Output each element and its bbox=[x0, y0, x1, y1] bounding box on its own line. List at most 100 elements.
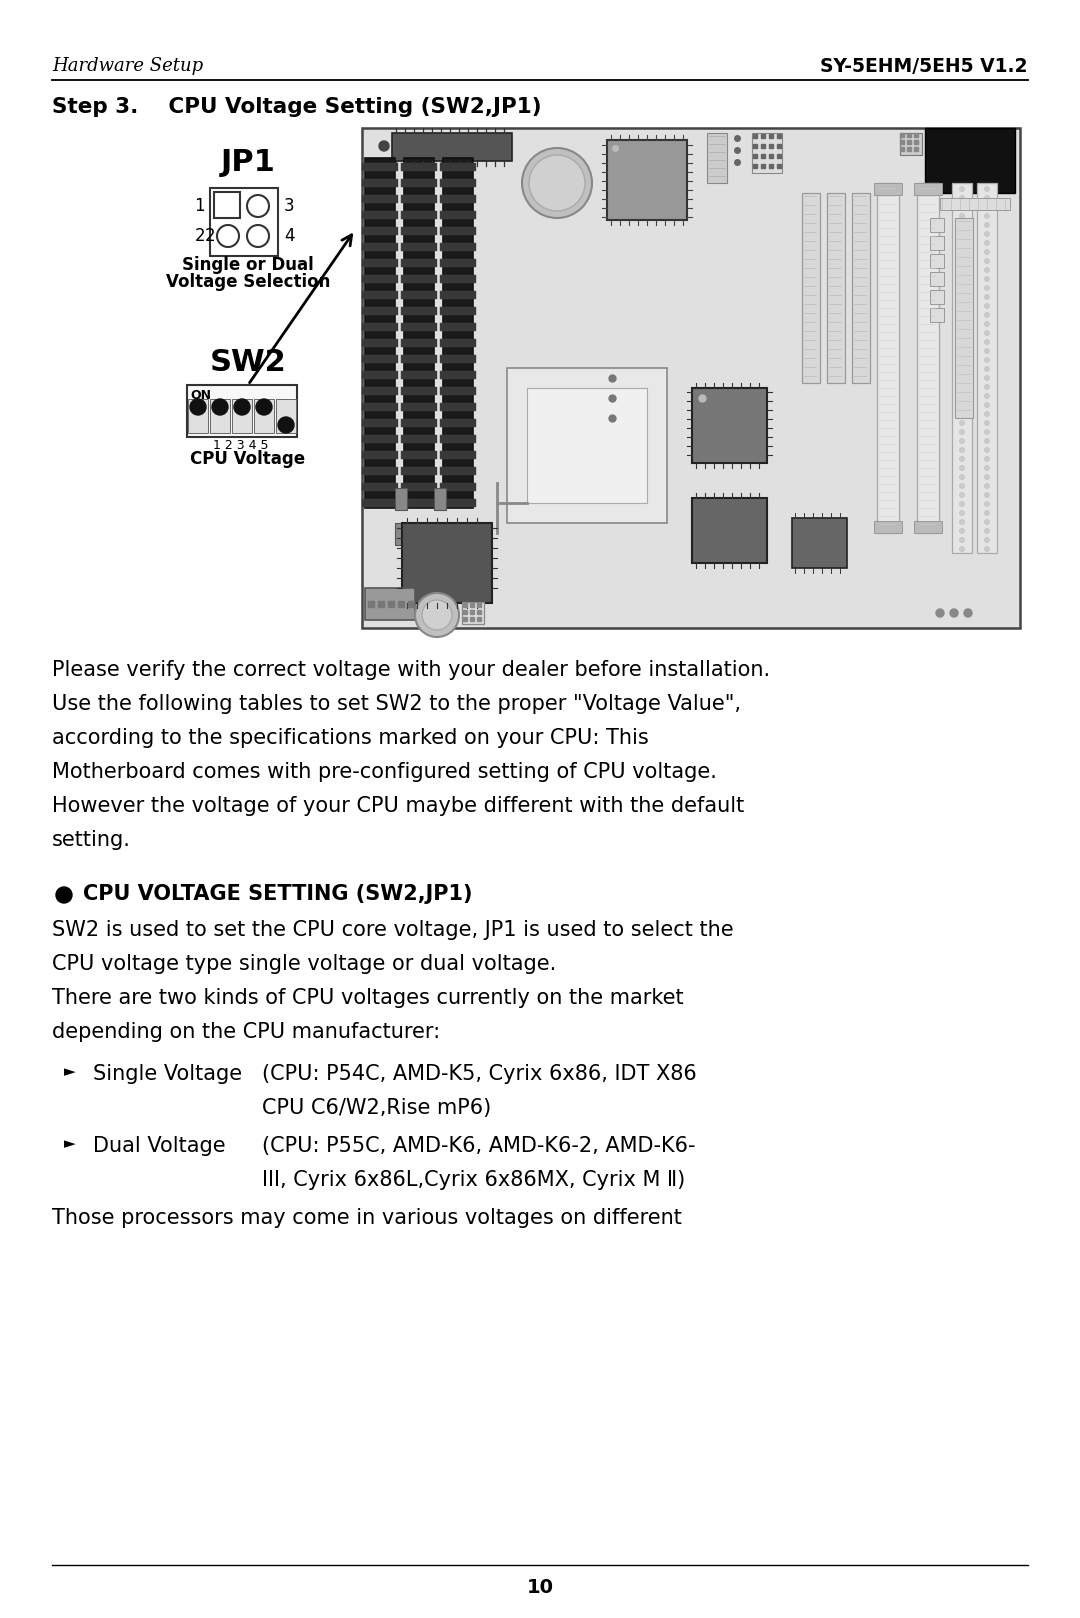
Circle shape bbox=[959, 358, 964, 362]
Circle shape bbox=[985, 484, 989, 489]
Bar bbox=[440, 451, 476, 460]
Bar bbox=[440, 243, 476, 251]
Circle shape bbox=[985, 537, 989, 542]
Bar bbox=[914, 183, 942, 196]
Bar bbox=[977, 183, 997, 553]
Text: SW2 is used to set the CPU core voltage, JP1 is used to select the: SW2 is used to set the CPU core voltage,… bbox=[52, 921, 733, 940]
Circle shape bbox=[985, 411, 989, 416]
Circle shape bbox=[522, 147, 592, 218]
Circle shape bbox=[985, 312, 989, 317]
Circle shape bbox=[959, 322, 964, 327]
Bar bbox=[401, 340, 437, 346]
Bar bbox=[401, 259, 437, 267]
Bar bbox=[440, 468, 476, 476]
Bar bbox=[402, 523, 492, 604]
Circle shape bbox=[959, 330, 964, 335]
Bar bbox=[362, 340, 399, 346]
Bar bbox=[362, 484, 399, 490]
Circle shape bbox=[959, 285, 964, 291]
Circle shape bbox=[959, 196, 964, 201]
Bar bbox=[401, 435, 437, 443]
Circle shape bbox=[985, 529, 989, 534]
Bar bbox=[440, 419, 476, 427]
Bar bbox=[955, 218, 973, 417]
Circle shape bbox=[985, 223, 989, 228]
Text: 4: 4 bbox=[284, 227, 295, 244]
Circle shape bbox=[985, 438, 989, 443]
Bar bbox=[951, 183, 972, 553]
Bar bbox=[401, 498, 437, 506]
Circle shape bbox=[985, 259, 989, 264]
Bar bbox=[401, 227, 437, 235]
Bar bbox=[362, 128, 1020, 628]
Bar bbox=[362, 371, 399, 379]
Text: JP1: JP1 bbox=[220, 147, 275, 176]
Circle shape bbox=[959, 466, 964, 471]
Bar bbox=[188, 400, 208, 434]
Text: ►: ► bbox=[64, 1136, 76, 1150]
Circle shape bbox=[985, 214, 989, 218]
Bar bbox=[187, 385, 297, 437]
Text: III, Cyrix 6x86L,Cyrix 6x86MX, Cyrix M Ⅱ): III, Cyrix 6x86L,Cyrix 6x86MX, Cyrix M Ⅱ… bbox=[262, 1170, 685, 1189]
Circle shape bbox=[985, 547, 989, 552]
Text: (CPU: P55C, AMD-K6, AMD-K6-2, AMD-K6-: (CPU: P55C, AMD-K6, AMD-K6-2, AMD-K6- bbox=[262, 1136, 696, 1155]
Bar bbox=[395, 523, 407, 545]
Circle shape bbox=[529, 155, 585, 210]
Text: ►: ► bbox=[64, 1065, 76, 1079]
Circle shape bbox=[959, 375, 964, 380]
Bar bbox=[401, 387, 437, 395]
Circle shape bbox=[985, 294, 989, 299]
Bar bbox=[401, 196, 437, 202]
Bar bbox=[692, 388, 767, 463]
Circle shape bbox=[985, 474, 989, 479]
Bar bbox=[440, 484, 476, 490]
Circle shape bbox=[985, 330, 989, 335]
Circle shape bbox=[415, 594, 459, 637]
Circle shape bbox=[256, 400, 272, 414]
Text: Those processors may come in various voltages on different: Those processors may come in various vol… bbox=[52, 1209, 681, 1228]
Text: CPU Voltage: CPU Voltage bbox=[190, 450, 306, 468]
Text: Voltage Selection: Voltage Selection bbox=[166, 273, 330, 291]
Bar bbox=[362, 307, 399, 316]
Bar bbox=[752, 133, 782, 173]
Bar bbox=[401, 291, 437, 299]
Bar bbox=[362, 468, 399, 476]
Bar bbox=[362, 387, 399, 395]
Circle shape bbox=[985, 267, 989, 272]
Bar bbox=[362, 227, 399, 235]
Bar bbox=[214, 193, 240, 218]
Circle shape bbox=[985, 340, 989, 345]
Bar bbox=[401, 180, 437, 188]
Bar bbox=[940, 197, 1010, 210]
Circle shape bbox=[985, 322, 989, 327]
Circle shape bbox=[959, 519, 964, 524]
Circle shape bbox=[379, 141, 389, 150]
Bar bbox=[924, 128, 1015, 193]
Bar bbox=[914, 521, 942, 532]
Bar bbox=[440, 291, 476, 299]
Bar bbox=[401, 468, 437, 476]
Circle shape bbox=[959, 474, 964, 479]
Bar bbox=[404, 159, 434, 508]
Circle shape bbox=[985, 511, 989, 516]
Circle shape bbox=[959, 367, 964, 372]
Bar bbox=[930, 218, 944, 231]
Bar bbox=[930, 307, 944, 322]
Circle shape bbox=[422, 600, 453, 629]
Text: ON: ON bbox=[190, 388, 211, 401]
Circle shape bbox=[964, 608, 972, 616]
Text: setting.: setting. bbox=[52, 830, 131, 849]
Bar bbox=[802, 193, 820, 383]
Bar bbox=[792, 518, 847, 568]
Bar bbox=[930, 272, 944, 286]
Bar bbox=[362, 498, 399, 506]
Circle shape bbox=[985, 249, 989, 254]
Circle shape bbox=[278, 417, 294, 434]
Bar bbox=[401, 243, 437, 251]
Circle shape bbox=[959, 340, 964, 345]
Circle shape bbox=[985, 204, 989, 209]
Text: SW2: SW2 bbox=[210, 348, 286, 377]
Circle shape bbox=[985, 358, 989, 362]
Circle shape bbox=[959, 438, 964, 443]
Circle shape bbox=[959, 249, 964, 254]
